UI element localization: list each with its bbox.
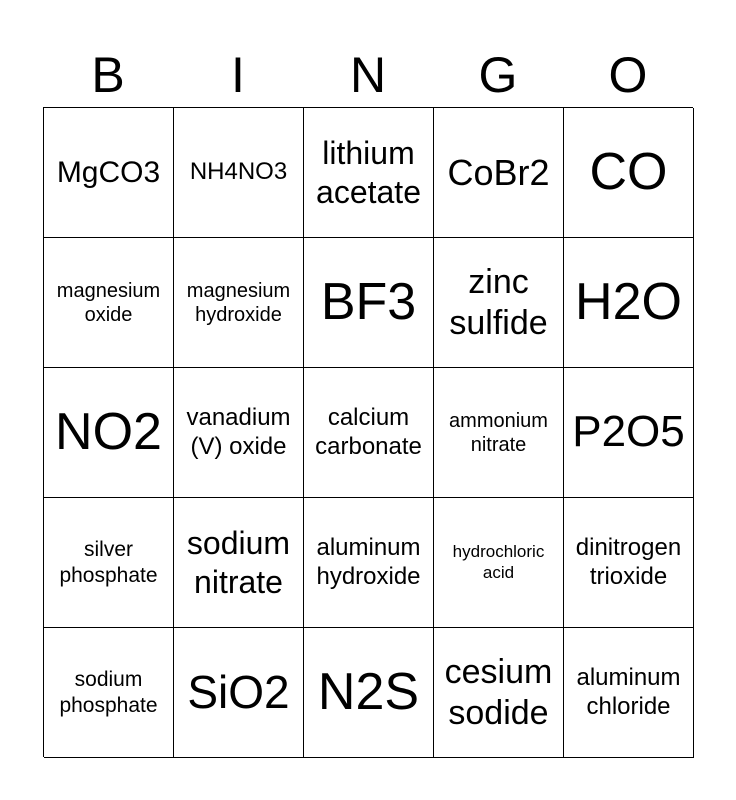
bingo-cell: dinitrogen trioxide xyxy=(564,498,694,628)
header-letter: I xyxy=(231,47,245,103)
bingo-cell: aluminum hydroxide xyxy=(304,498,434,628)
bingo-cell: calcium carbonate xyxy=(304,368,434,498)
bingo-cell: zinc sulfide xyxy=(434,238,564,368)
bingo-cell: SiO2 xyxy=(174,628,304,758)
bingo-cell: cesium sodide xyxy=(434,628,564,758)
bingo-cell: ammonium nitrate xyxy=(434,368,564,498)
bingo-cell: lithium acetate xyxy=(304,108,434,238)
bingo-cell: CO xyxy=(564,108,694,238)
bingo-cell: P2O5 xyxy=(564,368,694,498)
header-letter: N xyxy=(349,47,387,103)
header-letter: G xyxy=(478,47,518,103)
bingo-cell: silver phosphate xyxy=(44,498,174,628)
bingo-cell: sodium nitrate xyxy=(174,498,304,628)
bingo-cell: CoBr2 xyxy=(434,108,564,238)
bingo-cell: MgCO3 xyxy=(44,108,174,238)
bingo-cell: aluminum chloride xyxy=(564,628,694,758)
bingo-cell: hydrochloric acid xyxy=(434,498,564,628)
bingo-cell: sodium phosphate xyxy=(44,628,174,758)
bingo-cell: magnesium hydroxide xyxy=(174,238,304,368)
bingo-cell: NO2 xyxy=(44,368,174,498)
bingo-cell: vanadium (V) oxide xyxy=(174,368,304,498)
bingo-grid: MgCO3 NH4NO3 lithium acetate CoBr2 CO ma… xyxy=(43,107,694,758)
header-letter: B xyxy=(91,47,125,103)
header-letter: O xyxy=(608,47,648,103)
bingo-cell: BF3 xyxy=(304,238,434,368)
bingo-cell: NH4NO3 xyxy=(174,108,304,238)
bingo-cell: magnesium oxide xyxy=(44,238,174,368)
bingo-header: B I N G O xyxy=(43,40,693,110)
bingo-cell: H2O xyxy=(564,238,694,368)
bingo-cell: N2S xyxy=(304,628,434,758)
